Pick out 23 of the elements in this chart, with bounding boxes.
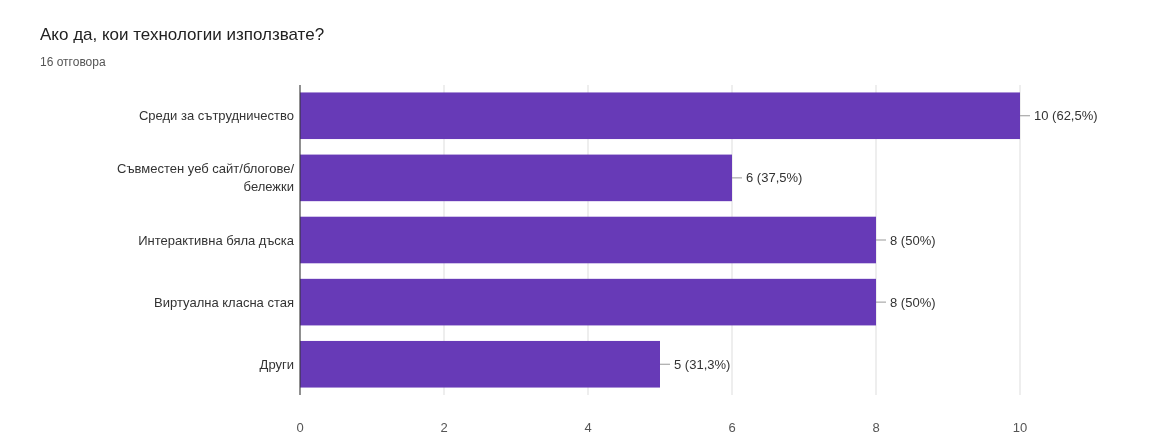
data-label: 8 (50%) — [890, 232, 936, 248]
text: 16 отговора — [40, 55, 106, 69]
data-label: 6 (37,5%) — [746, 170, 803, 186]
x-tick-label: 10 — [1012, 420, 1028, 435]
bar — [300, 278, 876, 326]
bar — [300, 154, 732, 202]
data-label: 5 (31,3%) — [674, 356, 731, 372]
x-tick-label: 0 — [296, 420, 304, 435]
x-tick-label: 6 — [728, 420, 736, 435]
chart-title: Ако да, кои технологии използвате? — [40, 25, 325, 44]
data-label: 8 (50%) — [890, 294, 936, 310]
y-tick-label: Интерактивна бяла дъска — [138, 232, 295, 248]
y-tick-label: Виртуална класна стая — [154, 294, 294, 310]
y-tick-label: Среди за сътрудничество — [138, 108, 294, 124]
bar — [300, 92, 1020, 140]
x-tick-label: 8 — [872, 420, 880, 435]
bar — [300, 340, 660, 388]
y-tick-label: Съвместен уеб сайт/блогове/ бележки — [117, 161, 295, 195]
x-tick-label: 2 — [440, 420, 448, 435]
bar — [300, 216, 876, 264]
y-tick-label: Други — [259, 356, 294, 372]
data-label: 10 (62,5%) — [1034, 108, 1098, 124]
x-tick-label: 4 — [584, 420, 592, 435]
